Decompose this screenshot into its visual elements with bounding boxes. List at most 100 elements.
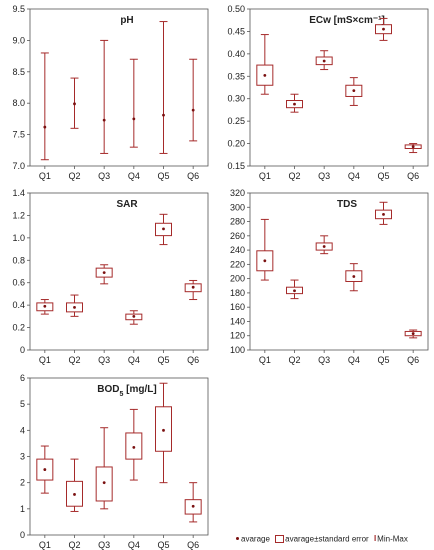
x-tick-label-1-Q2: Q2 — [68, 171, 80, 181]
mean-point-3-Q3 — [102, 271, 106, 275]
legend-se-label: avarage±standard error — [285, 534, 369, 544]
mean-point-4-Q5 — [382, 213, 385, 216]
y-tick-label-4-9: 280 — [230, 217, 245, 227]
y-tick-label-4-11: 320 — [230, 188, 245, 198]
legend-minmax-marker: I — [373, 534, 377, 544]
mean-point-2-Q3 — [322, 59, 326, 63]
mean-point-4-Q3 — [322, 245, 326, 248]
plot-frame-1 — [29, 8, 209, 167]
legend-mean-marker — [236, 537, 239, 541]
y-tick-label-4-7: 240 — [230, 245, 245, 255]
x-tick-label-5-Q6: Q6 — [187, 540, 199, 550]
y-tick-label-4-10: 300 — [230, 202, 245, 212]
mean-point-3-Q2 — [73, 305, 76, 309]
chart-title-2: ECw [mS×cm⁻¹] — [309, 15, 385, 26]
x-tick-label-5-Q5: Q5 — [157, 540, 169, 550]
y-tick-label-3-7: 1.4 — [12, 188, 25, 198]
mean-point-5-Q3 — [102, 481, 106, 485]
x-tick-label-2-Q3: Q3 — [318, 171, 330, 181]
y-tick-label-2-0: 0.15 — [227, 161, 245, 171]
y-tick-label-3-5: 1.0 — [12, 233, 25, 243]
chart-title-5: BOD5 [mg/L] — [97, 384, 156, 398]
mean-point-3-Q1 — [43, 304, 47, 308]
x-tick-label-1-Q3: Q3 — [98, 171, 110, 181]
mean-point-2-Q6 — [411, 145, 415, 149]
mean-point-5-Q4 — [132, 445, 136, 449]
y-tick-label-1-5: 9.5 — [12, 4, 25, 14]
legend-minmax-label: Min-Max — [377, 534, 408, 544]
y-tick-label-2-3: 0.30 — [227, 94, 245, 104]
y-tick-label-5-3: 3 — [20, 452, 25, 462]
y-tick-label-4-2: 140 — [230, 316, 245, 326]
y-tick-label-2-7: 0.50 — [227, 4, 245, 14]
y-tick-label-1-1: 7.5 — [12, 130, 25, 140]
mean-point-2-Q5 — [382, 27, 385, 31]
y-tick-label-4-0: 100 — [230, 345, 245, 355]
x-tick-label-2-Q6: Q6 — [407, 171, 419, 181]
plot-frame-3 — [29, 192, 209, 351]
mean-point-1-Q1 — [43, 125, 47, 129]
legend: avarage avarage±standard error IMin-Max — [236, 534, 408, 543]
x-tick-label-4-Q2: Q2 — [288, 355, 300, 365]
x-tick-label-5-Q4: Q4 — [128, 540, 140, 550]
y-tick-label-1-0: 7.0 — [12, 161, 25, 171]
y-tick-label-4-5: 200 — [230, 274, 245, 284]
y-tick-label-3-2: 0.4 — [12, 300, 25, 310]
x-tick-label-2-Q2: Q2 — [288, 171, 300, 181]
x-tick-label-5-Q3: Q3 — [98, 540, 110, 550]
y-tick-label-4-3: 160 — [230, 302, 245, 312]
mean-point-3-Q4 — [132, 314, 136, 318]
mean-point-2-Q4 — [352, 89, 356, 93]
y-tick-label-2-4: 0.35 — [227, 71, 245, 81]
y-tick-label-5-1: 1 — [20, 504, 25, 514]
x-tick-label-4-Q5: Q5 — [377, 355, 389, 365]
y-tick-label-1-3: 8.5 — [12, 67, 25, 77]
x-tick-label-5-Q2: Q2 — [68, 540, 80, 550]
y-tick-label-5-4: 4 — [20, 425, 25, 435]
plot-frame-2 — [249, 8, 429, 167]
mean-point-4-Q4 — [352, 275, 356, 278]
x-tick-label-2-Q4: Q4 — [348, 171, 360, 181]
x-tick-label-4-Q4: Q4 — [348, 355, 360, 365]
mean-point-1-Q3 — [102, 118, 106, 122]
mean-point-3-Q6 — [191, 285, 195, 289]
x-tick-label-1-Q5: Q5 — [157, 171, 169, 181]
chart-title-3: SAR — [116, 199, 138, 210]
x-tick-label-1-Q4: Q4 — [128, 171, 140, 181]
x-tick-label-3-Q6: Q6 — [187, 355, 199, 365]
y-tick-label-3-0: 0 — [20, 345, 25, 355]
x-tick-label-4-Q6: Q6 — [407, 355, 419, 365]
y-tick-label-2-1: 0.20 — [227, 139, 245, 149]
x-tick-label-2-Q5: Q5 — [377, 171, 389, 181]
y-tick-label-1-2: 8.0 — [12, 98, 25, 108]
legend-se-marker — [275, 534, 285, 543]
x-tick-label-3-Q3: Q3 — [98, 355, 110, 365]
y-tick-label-4-1: 120 — [230, 331, 245, 341]
y-tick-label-5-0: 0 — [20, 530, 25, 540]
x-tick-label-3-Q1: Q1 — [39, 355, 51, 365]
y-tick-label-2-5: 0.40 — [227, 49, 245, 59]
mean-point-1-Q2 — [73, 102, 76, 106]
y-tick-label-3-3: 0.6 — [12, 278, 25, 288]
y-tick-label-1-4: 9.0 — [12, 35, 25, 45]
y-tick-label-5-6: 6 — [20, 373, 25, 383]
x-tick-label-4-Q3: Q3 — [318, 355, 330, 365]
y-tick-label-5-5: 5 — [20, 399, 25, 409]
x-tick-label-3-Q5: Q5 — [157, 355, 169, 365]
y-tick-label-4-4: 180 — [230, 288, 245, 298]
plot-frame-5 — [29, 377, 209, 536]
x-tick-label-1-Q1: Q1 — [39, 171, 51, 181]
legend-mean-label: avarage — [241, 534, 270, 544]
mean-point-4-Q1 — [263, 259, 267, 263]
mean-point-2-Q2 — [293, 102, 296, 106]
x-tick-label-5-Q1: Q1 — [39, 540, 51, 550]
x-tick-label-4-Q1: Q1 — [259, 355, 271, 365]
mean-point-2-Q1 — [263, 73, 267, 77]
chart-title-1: pH — [120, 15, 133, 26]
mean-point-1-Q6 — [191, 108, 195, 112]
y-tick-label-2-2: 0.25 — [227, 116, 245, 126]
mean-point-4-Q2 — [293, 289, 296, 293]
chart-title-4: TDS — [337, 199, 357, 210]
y-tick-label-4-6: 220 — [230, 259, 245, 269]
